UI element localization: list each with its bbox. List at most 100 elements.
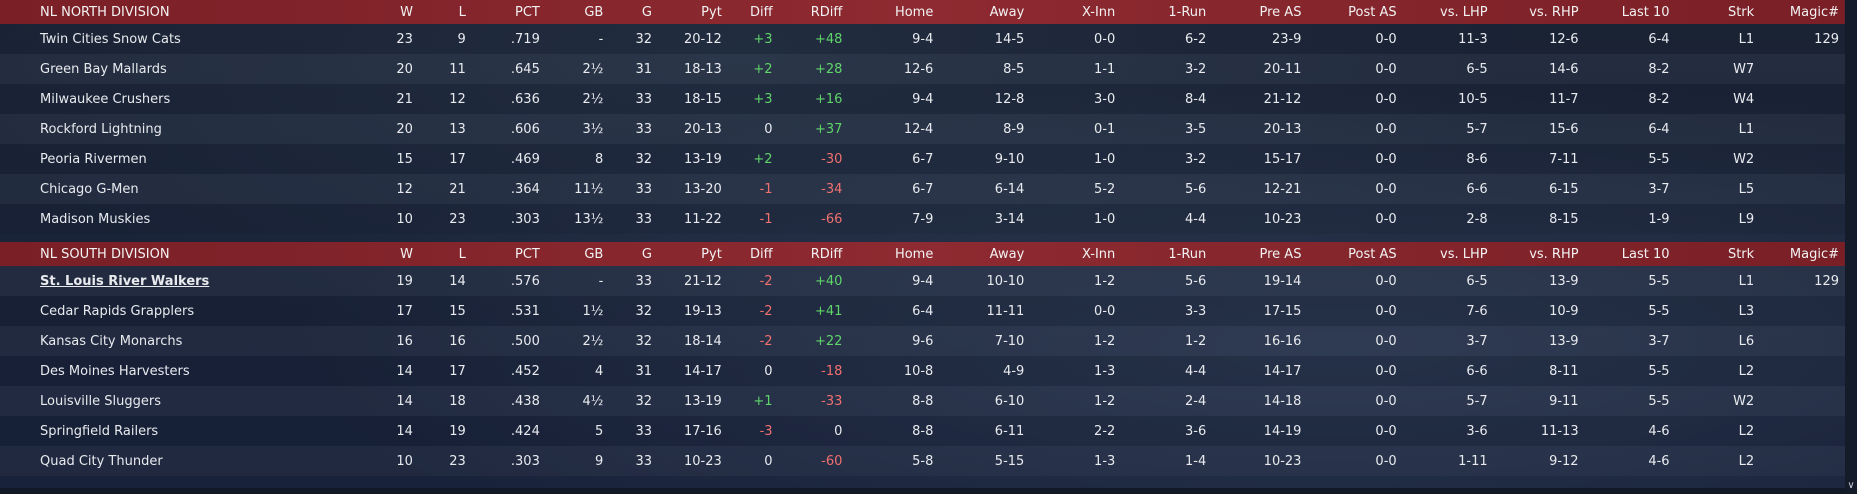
column-header-vs-lhp[interactable]: vs. LHP [1440, 4, 1488, 20]
cell-diff: +2 [753, 61, 773, 77]
column-header-last-10[interactable]: Last 10 [1621, 246, 1670, 262]
column-header-post-as[interactable]: Post AS [1348, 4, 1397, 20]
column-header-home[interactable]: Home [894, 246, 934, 262]
column-header-one-run[interactable]: 1-Run [1168, 246, 1207, 262]
cell-g: 33 [635, 121, 652, 137]
cell-pct: .303 [510, 211, 540, 227]
column-header-l[interactable]: L [458, 4, 466, 20]
division-name[interactable]: NL SOUTH DIVISION [40, 246, 170, 262]
cell-post-as: 0-0 [1375, 121, 1397, 137]
team-name-label[interactable]: Twin Cities Snow Cats [40, 31, 181, 47]
team-name-label[interactable]: Springfield Railers [40, 423, 159, 439]
column-header-pre-as[interactable]: Pre AS [1259, 4, 1302, 20]
cell-l: 11 [449, 61, 466, 77]
team-name-label[interactable]: Quad City Thunder [40, 453, 163, 469]
column-header-x-inn[interactable]: X-Inn [1082, 246, 1116, 262]
table-row[interactable]: Quad City Thunder 10 23 .303 9 33 10-23 0 -60 5-8… [0, 446, 1845, 476]
column-header-home[interactable]: Home [894, 4, 934, 20]
column-header-one-run[interactable]: 1-Run [1168, 4, 1207, 20]
column-header-l[interactable]: L [458, 246, 466, 262]
team-name[interactable]: Des Moines Harvesters [0, 356, 381, 386]
column-header-post-as[interactable]: Post AS [1348, 246, 1397, 262]
team-name-label[interactable]: Louisville Sluggers [40, 393, 161, 409]
column-header-w[interactable]: W [400, 246, 413, 262]
column-header-pyt[interactable]: Pyt [701, 246, 722, 262]
team-name[interactable]: Green Bay Mallards [0, 54, 381, 84]
column-header-pct[interactable]: PCT [515, 4, 540, 20]
cell-magic-number [1760, 114, 1845, 144]
column-header-magic-number[interactable]: Magic# [1789, 246, 1839, 262]
column-header-vs-lhp[interactable]: vs. LHP [1440, 246, 1488, 262]
column-header-vs-rhp[interactable]: vs. RHP [1529, 246, 1579, 262]
cell-vs-lhp: 6-6 [1466, 181, 1488, 197]
cell-pre-as: 14-17 [1263, 363, 1302, 379]
team-name[interactable]: Kansas City Monarchs [0, 326, 381, 356]
table-row[interactable]: Twin Cities Snow Cats 23 9 .719 - 32 20-12 +3 +4… [0, 24, 1845, 54]
column-header-pyt[interactable]: Pyt [701, 4, 722, 20]
team-name-label[interactable]: Peoria Rivermen [40, 151, 147, 167]
cell-pre-as: 20-13 [1263, 121, 1302, 137]
team-name-label[interactable]: Milwaukee Crushers [40, 91, 171, 107]
column-header-w[interactable]: W [400, 4, 413, 20]
team-name-label[interactable]: Cedar Rapids Grapplers [40, 303, 195, 319]
team-name-label[interactable]: Kansas City Monarchs [40, 333, 183, 349]
table-row[interactable]: Chicago G-Men 12 21 .364 11½ 33 13-20 -1 -34 6-7 6… [0, 174, 1845, 204]
team-name-label[interactable]: Chicago G-Men [40, 181, 139, 197]
column-header-pre-as[interactable]: Pre AS [1259, 246, 1302, 262]
table-row[interactable]: Louisville Sluggers 14 18 .438 4½ 32 13-19 +1 -3… [0, 386, 1845, 416]
column-header-rdiff[interactable]: RDiff [810, 4, 843, 20]
team-name[interactable]: Springfield Railers [0, 416, 381, 446]
column-header-magic-number[interactable]: Magic# [1789, 4, 1839, 20]
column-header-diff[interactable]: Diff [749, 246, 773, 262]
column-header-x-inn[interactable]: X-Inn [1082, 4, 1116, 20]
cell-l: 14 [449, 273, 466, 289]
cell-rdiff: +16 [814, 91, 843, 107]
team-name[interactable]: Twin Cities Snow Cats [0, 24, 381, 54]
team-name[interactable]: Quad City Thunder [0, 446, 381, 476]
column-header-gb[interactable]: GB [584, 4, 604, 20]
column-header-last-10[interactable]: Last 10 [1621, 4, 1670, 20]
division-name[interactable]: NL NORTH DIVISION [40, 4, 170, 20]
cell-vs-lhp: 6-5 [1466, 273, 1488, 289]
column-header-rdiff[interactable]: RDiff [810, 246, 843, 262]
team-name-label[interactable]: Green Bay Mallards [40, 61, 167, 77]
table-row[interactable]: Peoria Rivermen 15 17 .469 8 32 13-19 +2 -30 6-7 9… [0, 144, 1845, 174]
table-row[interactable]: Cedar Rapids Grapplers 17 15 .531 1½ 32 19-13 -… [0, 296, 1845, 326]
team-name[interactable]: Milwaukee Crushers [0, 84, 381, 114]
cell-pre-as: 14-19 [1263, 423, 1302, 439]
team-name[interactable]: Louisville Sluggers [0, 386, 381, 416]
column-header-away[interactable]: Away [989, 4, 1025, 20]
table-row[interactable]: Des Moines Harvesters 14 17 .452 4 31 14-17 0 -1… [0, 356, 1845, 386]
chevron-down-icon[interactable]: ∨ [1847, 480, 1855, 491]
cell-last-10: 8-2 [1648, 61, 1670, 77]
column-header-gb[interactable]: GB [584, 246, 604, 262]
column-header-streak[interactable]: Strk [1727, 246, 1755, 262]
team-name-label[interactable]: Des Moines Harvesters [40, 363, 190, 379]
team-name[interactable]: Peoria Rivermen [0, 144, 381, 174]
table-row[interactable]: Kansas City Monarchs 16 16 .500 2½ 32 18-14 -2 +… [0, 326, 1845, 356]
vertical-scrollbar[interactable]: ∨ [1845, 0, 1857, 494]
table-row[interactable]: St. Louis River Walkers 19 14 .576 - 33 21-12 -… [0, 266, 1845, 296]
table-row[interactable]: Madison Muskies 10 23 .303 13½ 33 11-22 -1 -66 7-… [0, 204, 1845, 234]
column-header-vs-rhp[interactable]: vs. RHP [1529, 4, 1579, 20]
team-name-label[interactable]: St. Louis River Walkers [40, 273, 210, 289]
table-row[interactable]: Milwaukee Crushers 21 12 .636 2½ 33 18-15 +3 +16… [0, 84, 1845, 114]
table-row[interactable]: Rockford Lightning 20 13 .606 3½ 33 20-13 0 +37 1… [0, 114, 1845, 144]
table-row[interactable]: Springfield Railers 14 19 .424 5 33 17-16 -3 0 8-… [0, 416, 1845, 446]
column-header-g[interactable]: G [641, 246, 652, 262]
team-name-label[interactable]: Madison Muskies [40, 211, 151, 227]
column-header-g[interactable]: G [641, 4, 652, 20]
column-header-away[interactable]: Away [989, 246, 1025, 262]
team-name[interactable]: Rockford Lightning [0, 114, 381, 144]
team-name-label[interactable]: Rockford Lightning [40, 121, 162, 137]
team-name[interactable]: Cedar Rapids Grapplers [0, 296, 381, 326]
table-row[interactable]: Green Bay Mallards 20 11 .645 2½ 31 18-13 +2 +28… [0, 54, 1845, 84]
team-name[interactable]: Chicago G-Men [0, 174, 381, 204]
column-header-streak[interactable]: Strk [1727, 4, 1755, 20]
column-header-pct[interactable]: PCT [515, 246, 540, 262]
cell-gb: 13½ [574, 211, 604, 227]
team-name[interactable]: Madison Muskies [0, 204, 381, 234]
team-name[interactable]: St. Louis River Walkers [0, 266, 381, 296]
column-header-diff[interactable]: Diff [749, 4, 773, 20]
cell-pre-as: 10-23 [1263, 453, 1302, 469]
